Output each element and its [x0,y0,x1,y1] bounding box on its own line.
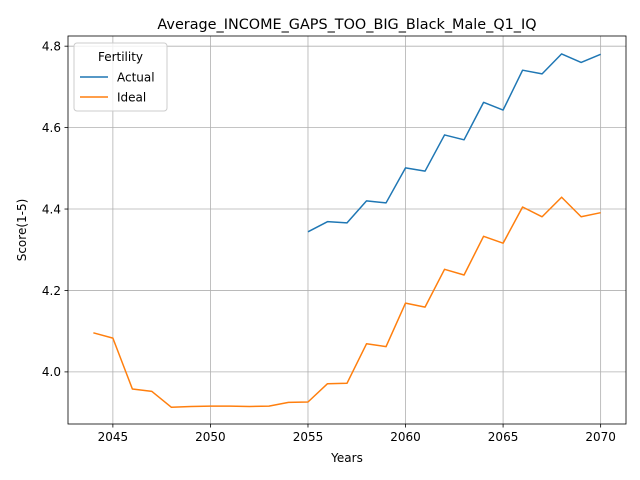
series-line-ideal [93,196,601,409]
x-axis-label: Years [330,451,363,465]
x-tick-label: 2055 [293,430,324,444]
legend-box [73,42,168,112]
legend-label-ideal: Ideal [117,90,146,104]
x-tick-label: 2060 [390,430,421,444]
y-tick-label: 4.4 [42,202,61,216]
legend: Fertility Actual Ideal [73,42,168,112]
y-tick-label: 4.2 [42,284,61,298]
x-tick-label: 2045 [98,430,129,444]
x-tick-label: 2065 [488,430,519,444]
y-tick-label: 4.6 [42,121,61,135]
series-lines [93,53,601,409]
x-tick-label: 2070 [585,430,616,444]
chart-title: Average_INCOME_GAPS_TOO_BIG_Black_Male_Q… [157,17,536,33]
legend-title: Fertility [98,50,143,64]
plot-area-frame [67,35,627,425]
series-line-actual [307,53,601,233]
x-tick-label: 2050 [195,430,226,444]
y-axis-label: Score(1-5) [15,199,29,262]
grid [68,36,626,424]
y-tick-label: 4.0 [42,365,61,379]
axis-ticks: 2045 2050 2055 2060 2065 2070 4.0 4.2 4.4 4.6 4.8 [42,39,616,444]
y-tick-label: 4.8 [42,39,61,53]
legend-label-actual: Actual [117,70,155,84]
